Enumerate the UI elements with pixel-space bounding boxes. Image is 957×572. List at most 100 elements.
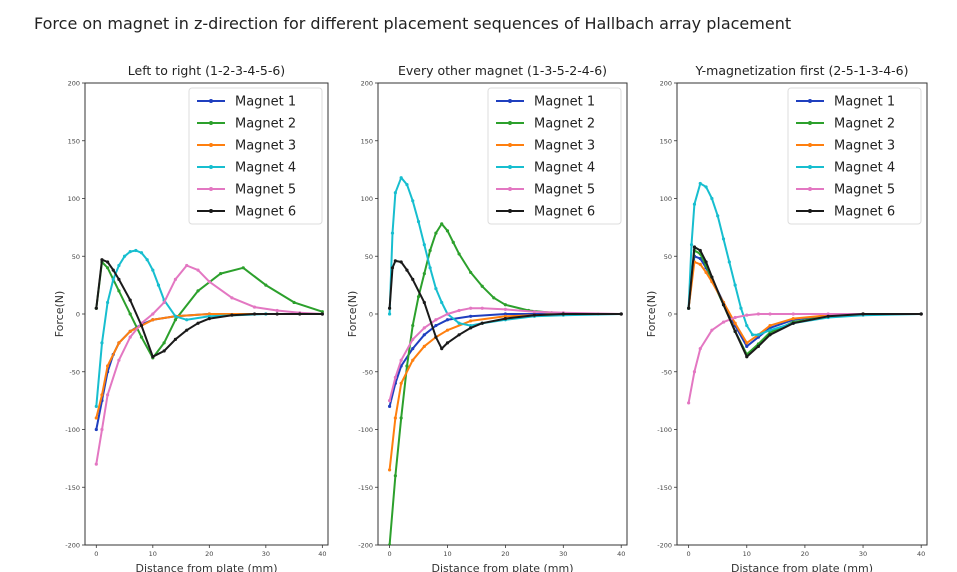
data-point xyxy=(469,323,473,328)
legend-marker xyxy=(209,121,213,125)
data-point xyxy=(106,393,110,397)
data-point xyxy=(207,317,211,321)
chart-title: Every other magnet (1-3-5-2-4-6) xyxy=(398,63,607,78)
data-point xyxy=(139,335,144,339)
data-point xyxy=(469,306,473,310)
data-point xyxy=(156,283,161,287)
data-point xyxy=(756,312,760,316)
data-point xyxy=(480,284,484,288)
data-point xyxy=(768,328,772,332)
data-point xyxy=(94,427,98,432)
data-point xyxy=(503,307,507,311)
y-tick-label: -50 xyxy=(69,368,80,376)
data-point xyxy=(721,237,726,241)
data-point xyxy=(704,260,708,264)
data-point xyxy=(492,296,496,300)
legend-marker xyxy=(808,99,812,103)
data-point xyxy=(422,271,426,276)
y-tick-label: 200 xyxy=(361,80,373,88)
data-point xyxy=(861,312,865,316)
data-point xyxy=(207,312,211,316)
legend-marker xyxy=(508,209,512,213)
data-point xyxy=(721,303,726,307)
data-point xyxy=(399,260,403,264)
data-point xyxy=(457,252,461,256)
x-axis-label: Distance from plate (mm) xyxy=(135,562,277,572)
data-point xyxy=(106,300,110,305)
legend-label: Magnet 1 xyxy=(235,95,296,110)
data-point xyxy=(768,323,772,328)
data-point xyxy=(399,176,403,180)
data-point xyxy=(100,393,104,397)
data-point xyxy=(445,312,450,316)
data-point xyxy=(745,341,749,345)
data-point xyxy=(733,321,737,325)
data-point xyxy=(422,333,426,337)
data-point xyxy=(241,266,245,270)
data-point xyxy=(698,248,702,253)
data-point xyxy=(94,306,98,310)
data-point xyxy=(230,296,234,300)
data-point xyxy=(100,427,104,432)
data-point xyxy=(387,543,392,545)
legend-label: Magnet 2 xyxy=(534,117,595,132)
legend-label: Magnet 3 xyxy=(534,139,595,154)
y-tick-label: -200 xyxy=(358,542,373,550)
data-point xyxy=(480,321,484,325)
series-line-magnet-6 xyxy=(687,246,922,358)
legend-label: Magnet 4 xyxy=(834,161,895,176)
data-point xyxy=(393,375,397,380)
y-tick-label: 50 xyxy=(664,253,672,261)
data-point xyxy=(710,196,714,201)
series-group xyxy=(94,248,324,466)
y-tick-label: 0 xyxy=(369,311,373,319)
legend-marker xyxy=(508,121,512,125)
data-point xyxy=(100,341,104,345)
y-tick-label: -150 xyxy=(65,484,80,492)
data-point xyxy=(428,248,432,253)
x-tick-label: 10 xyxy=(149,550,157,558)
data-point xyxy=(768,333,772,337)
data-point xyxy=(791,321,795,325)
x-tick-label: 20 xyxy=(205,550,213,558)
data-point xyxy=(704,185,708,189)
data-point xyxy=(692,202,697,206)
x-tick-label: 0 xyxy=(388,550,392,558)
legend-marker xyxy=(209,209,213,213)
chart-title: Y-magnetization first (2-5-1-3-4-6) xyxy=(695,63,909,78)
y-axis-label: Force(N) xyxy=(645,291,658,338)
data-point xyxy=(393,416,397,420)
y-tick-label: -100 xyxy=(65,426,80,434)
data-point xyxy=(185,263,189,268)
data-point xyxy=(390,231,395,235)
x-tick-label: 10 xyxy=(443,550,451,558)
data-point xyxy=(411,277,415,281)
data-point xyxy=(445,318,450,322)
legend-label: Magnet 1 xyxy=(834,95,895,110)
data-point xyxy=(457,321,461,325)
data-point xyxy=(503,303,507,307)
data-point xyxy=(275,308,279,313)
data-point xyxy=(445,229,450,233)
data-point xyxy=(387,404,392,408)
data-point xyxy=(387,468,392,472)
data-point xyxy=(451,240,455,244)
y-tick-label: -50 xyxy=(362,368,373,376)
data-point xyxy=(692,245,697,249)
data-point xyxy=(111,277,115,281)
data-point xyxy=(445,341,450,345)
x-tick-label: 20 xyxy=(501,550,509,558)
data-point xyxy=(428,266,432,270)
data-point xyxy=(94,416,98,420)
data-point xyxy=(196,268,200,272)
data-point xyxy=(745,355,749,359)
data-point xyxy=(411,199,415,203)
legend-marker xyxy=(808,209,812,213)
data-point xyxy=(94,462,98,466)
data-point xyxy=(139,251,144,255)
data-point xyxy=(405,364,409,368)
data-point xyxy=(721,320,726,324)
data-point xyxy=(503,317,507,321)
data-point xyxy=(826,312,830,316)
